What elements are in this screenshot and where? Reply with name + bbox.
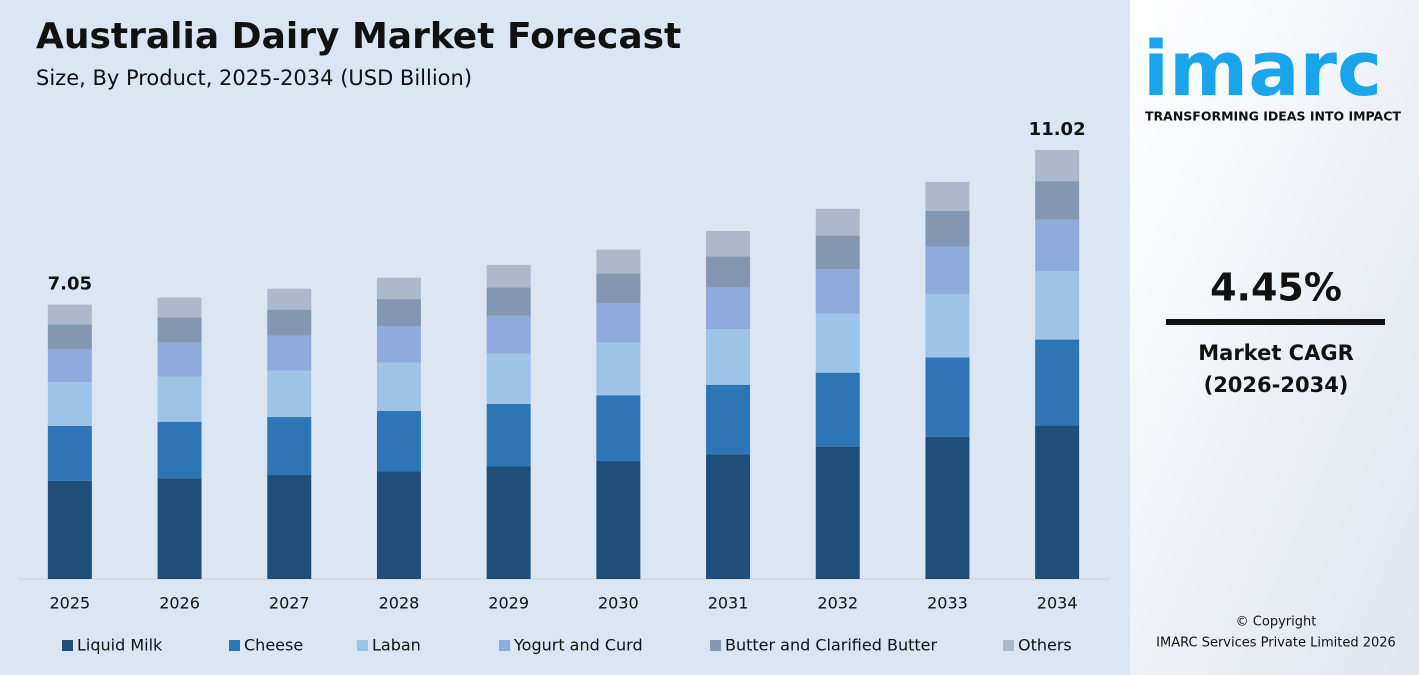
x-tick-label: 2032 [817,594,858,613]
bar-segment [815,235,860,270]
bar-segment [1035,425,1080,579]
bar-segment [925,246,970,295]
bar-segment [376,471,421,579]
bar-segment [376,362,421,411]
bar-segment [267,309,312,336]
divider [1166,319,1385,325]
bar-segment [486,403,531,467]
bar-segment [486,264,531,288]
legend-label: Yogurt and Curd [513,636,643,655]
x-tick-label: 2031 [708,594,749,613]
bar-segment [925,294,970,358]
bar-segment [1035,339,1080,426]
bar-segment [47,426,92,481]
bar-segment [47,382,92,427]
bar-segment [157,297,202,318]
legend-swatch [710,640,721,651]
bar-segment [596,273,641,303]
bar-segment [596,342,641,396]
legend-swatch [62,640,73,651]
bar-segment [157,478,202,579]
bar-segment [815,208,860,236]
bar-segment [157,376,202,422]
bar-segment [596,461,641,579]
legend-label: Butter and Clarified Butter [725,636,937,655]
bar-segment [376,299,421,327]
legend-swatch [229,640,240,651]
bar-segment [815,372,860,447]
bar-segment [1035,181,1080,220]
bar-segment [486,353,531,404]
bar-segment [706,230,751,257]
bar-segment [267,475,312,579]
bar-segment [1035,271,1080,340]
bar-segment [1035,219,1080,272]
legend-label: Cheese [244,636,303,655]
bar-segment [47,304,92,325]
bar-segment [706,454,751,579]
company: IMARC Services Private Limited 2026 [1156,636,1396,651]
bar-segment [1035,150,1080,182]
bar-segment [157,421,202,479]
bar-segment [376,410,421,472]
legend-label: Liquid Milk [77,636,163,655]
x-tick-label: 2030 [598,594,639,613]
bar-segment [596,249,641,274]
x-tick-label: 2025 [49,594,90,613]
x-tick-label: 2034 [1037,594,1078,613]
legend-swatch [357,640,368,651]
x-tick-label: 2033 [927,594,968,613]
bar-segment [925,210,970,247]
legend-label: Laban [372,636,421,655]
bar-segment [486,466,531,579]
x-tick-label: 2028 [379,594,420,613]
bar-segment [706,329,751,385]
cagr-period: (2026-2034) [1204,373,1349,397]
legend-swatch [499,640,510,651]
bar-segment [925,357,970,437]
bar-segment [486,315,531,354]
total-label: 7.05 [48,274,92,295]
bar-segment [267,370,312,418]
total-label: 11.02 [1029,119,1086,140]
bar-segment [706,256,751,288]
tagline: TRANSFORMING IDEAS INTO IMPACT [1145,109,1401,124]
chart-title: Australia Dairy Market Forecast [36,16,681,57]
bar-segment [486,287,531,316]
x-tick-label: 2027 [269,594,310,613]
x-tick-label: 2029 [488,594,529,613]
bar-segment [157,317,202,343]
bar-segment [47,348,92,383]
legend-label: Others [1018,636,1072,655]
bar-segment [267,417,312,476]
legend-swatch [1003,640,1014,651]
bar-segment [596,395,641,462]
bar-segment [815,446,860,579]
x-tick-label: 2026 [159,594,200,613]
bar-segment [376,277,421,300]
bar-segment [925,436,970,579]
bar-segment [47,480,92,579]
logo: imarc [1143,24,1382,113]
chart-subtitle: Size, By Product, 2025-2034 (USD Billion… [36,66,472,90]
copyright: © Copyright [1236,615,1317,630]
bar-segment [267,335,312,371]
bar-segment [706,384,751,455]
bar-segment [596,302,641,343]
bar-segment [157,342,202,377]
sidebar-background [1130,0,1419,675]
bar-segment [815,313,860,373]
cagr-label: Market CAGR [1198,341,1354,365]
bar-segment [815,269,860,314]
bar-segment [706,287,751,330]
cagr-value: 4.45% [1210,266,1342,310]
bar-segment [267,288,312,310]
bar-segment [376,326,421,363]
bar-segment [47,324,92,349]
bar-segment [925,181,970,211]
